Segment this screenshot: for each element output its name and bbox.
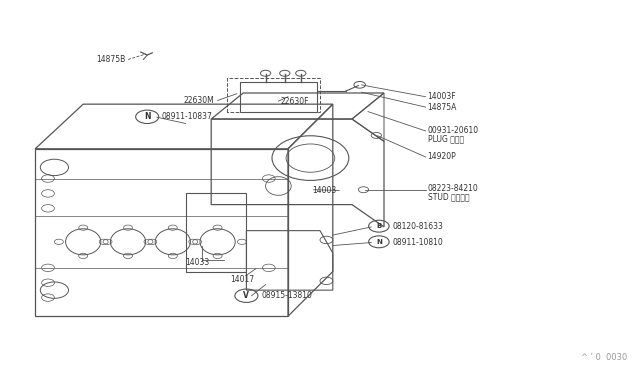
Text: 14920P: 14920P [428,153,456,161]
Text: 14003F: 14003F [428,92,456,101]
Text: 14003: 14003 [312,186,336,195]
Text: N: N [376,239,382,245]
Text: PLUG プラグ: PLUG プラグ [428,134,463,143]
Text: 22630M: 22630M [184,96,214,105]
Text: 08915-13810: 08915-13810 [261,291,312,300]
Text: ^ ʹ 0  0030: ^ ʹ 0 0030 [581,353,627,362]
Text: 08120-81633: 08120-81633 [392,222,443,231]
Text: 14875B: 14875B [96,55,125,64]
Text: STUD スタッド: STUD スタッド [428,193,469,202]
Text: 22630F: 22630F [280,97,309,106]
Text: 14875A: 14875A [428,103,457,112]
Text: N: N [144,112,150,121]
Text: 00931-20610: 00931-20610 [428,126,479,135]
Text: B: B [376,223,381,229]
Text: 08911-10810: 08911-10810 [392,238,443,247]
Text: 14017: 14017 [230,275,254,284]
Text: 08911-10837: 08911-10837 [162,112,212,121]
Text: 14033: 14033 [185,258,209,267]
Text: 08223-84210: 08223-84210 [428,185,478,193]
Text: V: V [243,291,250,300]
